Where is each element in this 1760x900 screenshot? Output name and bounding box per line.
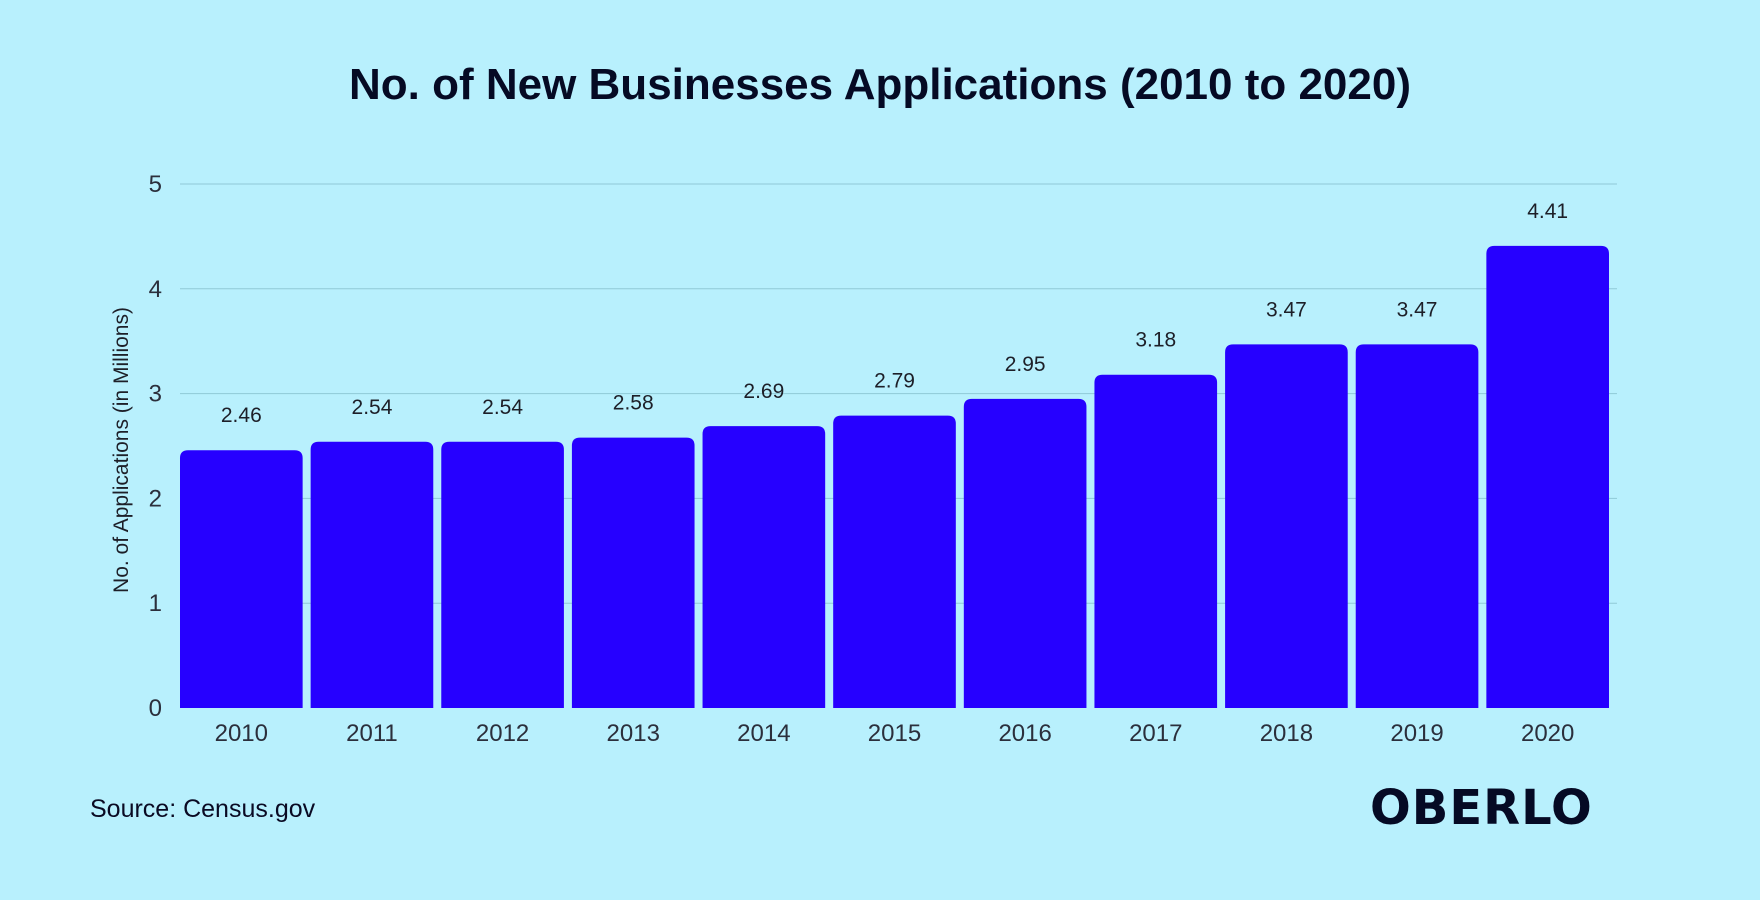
chart-title: No. of New Businesses Applications (2010… — [348, 60, 1411, 109]
data-label: 3.47 — [1397, 298, 1438, 321]
y-axis-ticks: 0 1 2 3 4 5 — [149, 171, 162, 722]
x-axis-ticks: 2010 2011 2012 2013 2014 2015 2016 2017 2018 2019… — [215, 720, 1575, 747]
bars — [180, 245, 1609, 708]
x-tick-label: 2015 — [868, 720, 921, 747]
data-label: 2.58 — [613, 392, 654, 415]
x-tick-label: 2010 — [215, 720, 268, 747]
bar-2019 — [1355, 344, 1479, 708]
bar-2018 — [1225, 344, 1348, 708]
bar-2017 — [1094, 374, 1218, 708]
y-tick-label: 0 — [149, 695, 162, 722]
y-axis-title: No. of Applications (in Millions) — [110, 307, 133, 593]
x-tick-label: 2012 — [476, 720, 529, 747]
y-tick-label: 1 — [149, 590, 162, 617]
data-label: 2.69 — [743, 380, 784, 403]
y-tick-label: 4 — [149, 276, 162, 303]
y-tick-label: 5 — [149, 171, 162, 198]
bar-2020 — [1486, 245, 1609, 708]
data-label: 2.95 — [1005, 353, 1046, 376]
data-label: 2.54 — [352, 396, 393, 419]
y-tick-label: 2 — [149, 485, 162, 512]
data-label: 3.18 — [1135, 329, 1176, 352]
x-tick-label: 2018 — [1260, 720, 1313, 747]
data-label: 4.41 — [1527, 200, 1568, 223]
x-tick-label: 2020 — [1521, 720, 1574, 747]
data-labels: 2.46 2.54 2.54 2.58 2.69 2.79 2.95 3.18 3.47 3.47… — [221, 200, 1568, 427]
source-note: Source: Census.gov — [90, 795, 316, 823]
x-tick-label: 2019 — [1390, 720, 1443, 747]
x-tick-label: 2011 — [346, 720, 398, 747]
x-tick-label: 2017 — [1129, 720, 1182, 747]
bar-2010 — [180, 450, 303, 708]
bar-2011 — [310, 441, 434, 708]
bar-2013 — [571, 437, 695, 708]
brand-logo: OBERLO — [1370, 780, 1593, 836]
x-tick-label: 2016 — [998, 720, 1051, 747]
y-tick-label: 3 — [149, 381, 162, 408]
x-tick-label: 2013 — [607, 720, 660, 747]
data-label: 2.46 — [221, 404, 262, 427]
bar-2016 — [963, 398, 1087, 708]
bar-2012 — [441, 441, 564, 708]
bar-2014 — [702, 426, 826, 708]
x-tick-label: 2014 — [737, 720, 790, 747]
bar-2015 — [833, 415, 956, 708]
data-label: 2.79 — [874, 370, 915, 393]
data-label: 2.54 — [482, 396, 523, 419]
data-label: 3.47 — [1266, 298, 1307, 321]
